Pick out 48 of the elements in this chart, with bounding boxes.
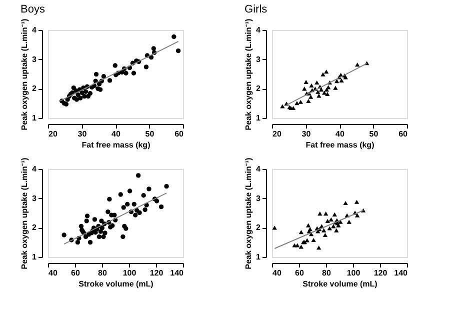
x-axis-title: Fat free mass (kg) — [306, 140, 375, 150]
y-tick-label: 3 — [256, 54, 262, 64]
x-axis-title: Stroke volume (mL) — [302, 280, 378, 288]
x-axis-title: Fat free mass (kg) — [82, 140, 151, 150]
y-axis-title: Peak oxygen uptake (L.min⁻¹) — [244, 18, 254, 130]
x-tick-label: 40 — [336, 130, 345, 138]
x-tick-label: 30 — [302, 130, 312, 138]
y-tick-label: 2 — [32, 223, 38, 232]
x-tick-label: 40 — [272, 268, 282, 278]
y-tick-label: 1 — [256, 252, 262, 262]
y-axis-title: Peak oxygen uptake (L.min⁻¹) — [244, 157, 254, 270]
x-tick-label: 60 — [174, 130, 184, 138]
x-tick-label: 30 — [78, 130, 88, 138]
x-tick-label: 100 — [122, 268, 137, 278]
x-tick-label: 40 — [112, 130, 121, 138]
y-tick-label: 4 — [256, 164, 262, 174]
y-tick-label: 1 — [32, 252, 38, 262]
x-tick-label: 40 — [48, 268, 58, 278]
chart-title: Boys — [20, 3, 46, 16]
y-tick-label: 2 — [32, 84, 38, 94]
x-axis-title: Stroke volume (mL) — [78, 280, 154, 288]
x-tick-label: 60 — [295, 268, 304, 278]
x-tick-label: 80 — [98, 268, 108, 278]
x-tick-label: 60 — [398, 130, 408, 138]
x-tick-label: 50 — [145, 130, 155, 138]
y-tick-label: 4 — [32, 164, 38, 174]
y-tick-label: 3 — [32, 54, 38, 64]
chart-title: Girls — [244, 3, 268, 16]
y-tick-label: 4 — [256, 26, 262, 34]
x-tick-label: 140 — [394, 268, 408, 278]
x-tick-label: 20 — [48, 130, 58, 138]
y-tick-label: 3 — [32, 194, 38, 203]
y-tick-label: 1 — [256, 114, 262, 122]
x-tick-label: 20 — [272, 130, 282, 138]
y-tick-label: 2 — [256, 84, 262, 94]
x-tick-label: 120 — [150, 268, 164, 278]
y-tick-label: 2 — [256, 223, 262, 232]
x-tick-label: 80 — [322, 268, 332, 278]
x-tick-label: 60 — [71, 268, 80, 278]
y-axis-title: Peak oxygen uptake (L.min⁻¹) — [20, 18, 30, 130]
y-tick-label: 3 — [256, 194, 262, 203]
x-tick-label: 140 — [170, 268, 184, 278]
x-tick-label: 100 — [346, 268, 361, 278]
y-tick-label: 1 — [32, 114, 38, 122]
x-tick-label: 50 — [369, 130, 379, 138]
x-tick-label: 120 — [374, 268, 388, 278]
y-tick-label: 4 — [32, 26, 38, 34]
y-axis-title: Peak oxygen uptake (L.min⁻¹) — [20, 157, 30, 270]
